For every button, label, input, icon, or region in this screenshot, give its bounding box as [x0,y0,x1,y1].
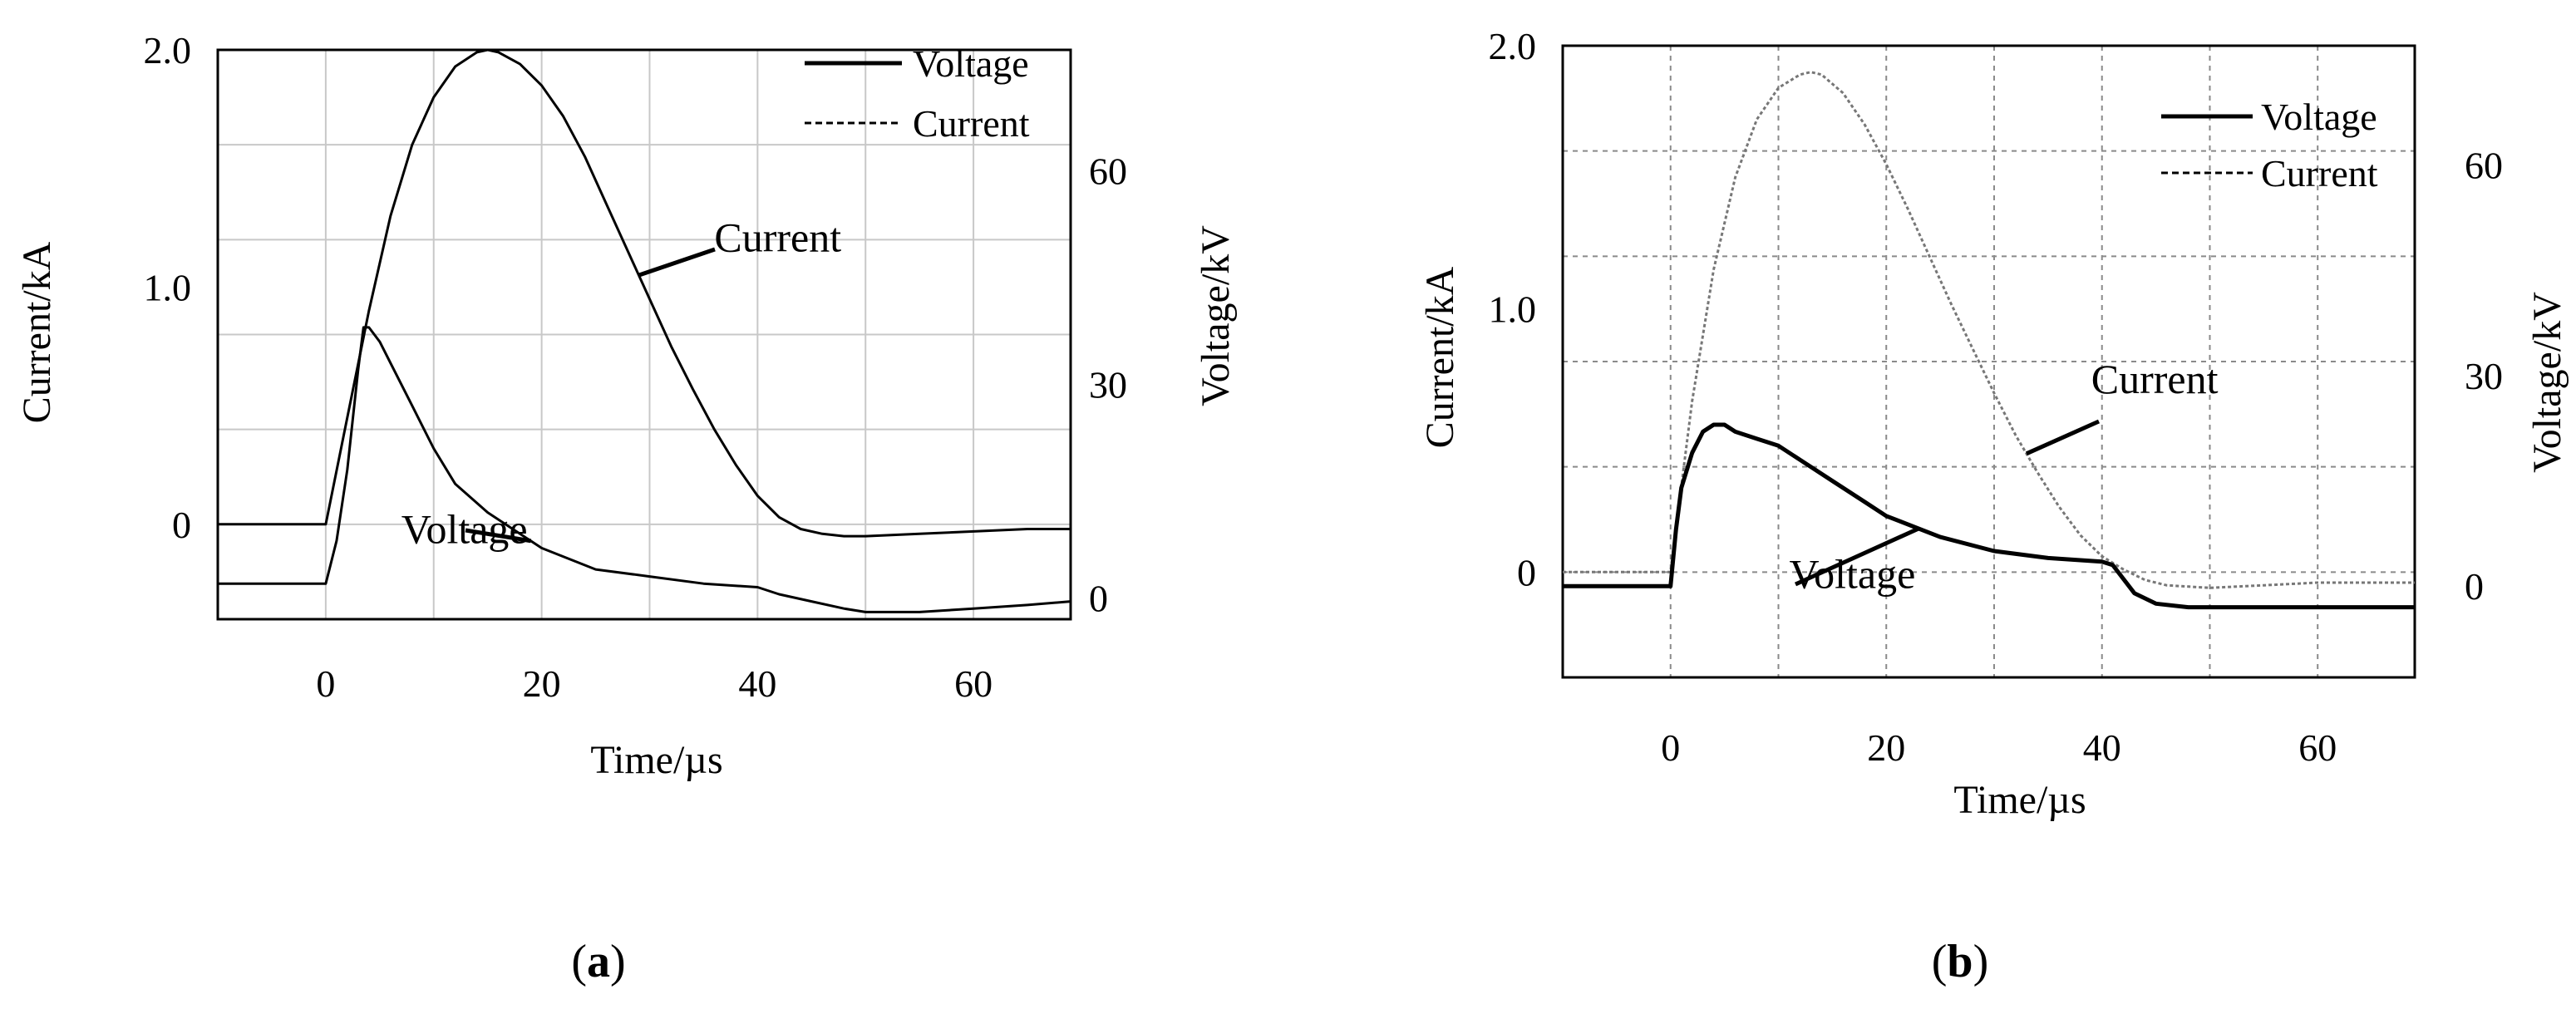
x-tick-label: 60 [2298,726,2337,769]
series-current-line [218,48,1071,538]
y-left-tick-label: 1.0 [144,266,192,308]
annotation-voltage-label: Voltage [1789,550,1915,597]
y-left-tick-label: 2.0 [144,29,192,71]
caption-close-paren: ) [1973,936,1989,987]
y-left-tick-label: 0 [1517,551,1536,593]
caption-close-paren: ) [610,936,626,987]
plot-area [1563,46,2415,677]
y-right-tick-label: 0 [2465,565,2484,608]
y-left-axis-label: Current/kA [15,241,59,423]
y-right-tick-label: 0 [1089,577,1108,619]
series-current-line [1563,71,2415,589]
panel-caption: (b) [1932,936,1988,987]
plot-border [216,48,1072,621]
y-right-tick-label: 60 [1089,150,1127,193]
y-right-axis-label: Voltage/kV [2525,292,2569,473]
annotation-current-label: Current [2091,356,2219,402]
y-left-tick-label: 1.0 [1489,288,1537,331]
x-tick-label: 0 [1661,726,1680,769]
x-tick-label: 60 [954,662,992,705]
annotation-current-label: Current [714,214,841,261]
y-left-tick-label: 0 [172,504,191,546]
caption-open-paren: ( [571,936,587,987]
caption-letter: a [587,936,610,987]
chart-panel-a: 0 20 40 60 0 1.0 2.0 0 30 60 Current/kA Voltage/kV T… [15,29,1238,987]
legend-label-current: Current [913,102,1030,145]
series-voltage-line [218,326,1071,613]
y-right-tick-label: 60 [2465,145,2503,187]
legend-label-voltage: Voltage [913,42,1029,85]
annotation-leader-line [638,247,716,278]
x-tick-label: 40 [2083,726,2121,769]
x-tick-label: 20 [523,662,561,705]
chart-panel-b: 0 20 40 60 0 1.0 2.0 0 30 60 Current/kA Voltage/kV T… [1418,25,2569,987]
x-tick-label: 0 [316,662,335,705]
y-right-axis-label: Voltage/kV [1194,225,1238,406]
x-axis-label: Time/µs [590,738,722,782]
panel-caption: (a) [571,936,625,987]
annotation-leader-line [1794,526,1920,587]
annotation-voltage-label: Voltage [401,506,528,553]
x-tick-label: 20 [1867,726,1905,769]
series-voltage-line [1563,422,2415,610]
annotation-leader-line [2025,419,2101,456]
y-right-tick-label: 30 [1089,363,1127,406]
y-left-tick-label: 2.0 [1489,25,1537,67]
caption-letter: b [1947,936,1973,987]
legend-label-voltage: Voltage [2261,96,2377,138]
x-axis-label: Time/µs [1953,778,2086,822]
plot-border [1561,44,2416,679]
y-left-axis-label: Current/kA [1418,266,1462,448]
caption-open-paren: ( [1932,936,1948,987]
annotation-leader-line [465,528,532,544]
legend-label-current: Current [2261,152,2378,194]
y-right-tick-label: 30 [2465,355,2503,397]
x-tick-label: 40 [738,662,776,705]
